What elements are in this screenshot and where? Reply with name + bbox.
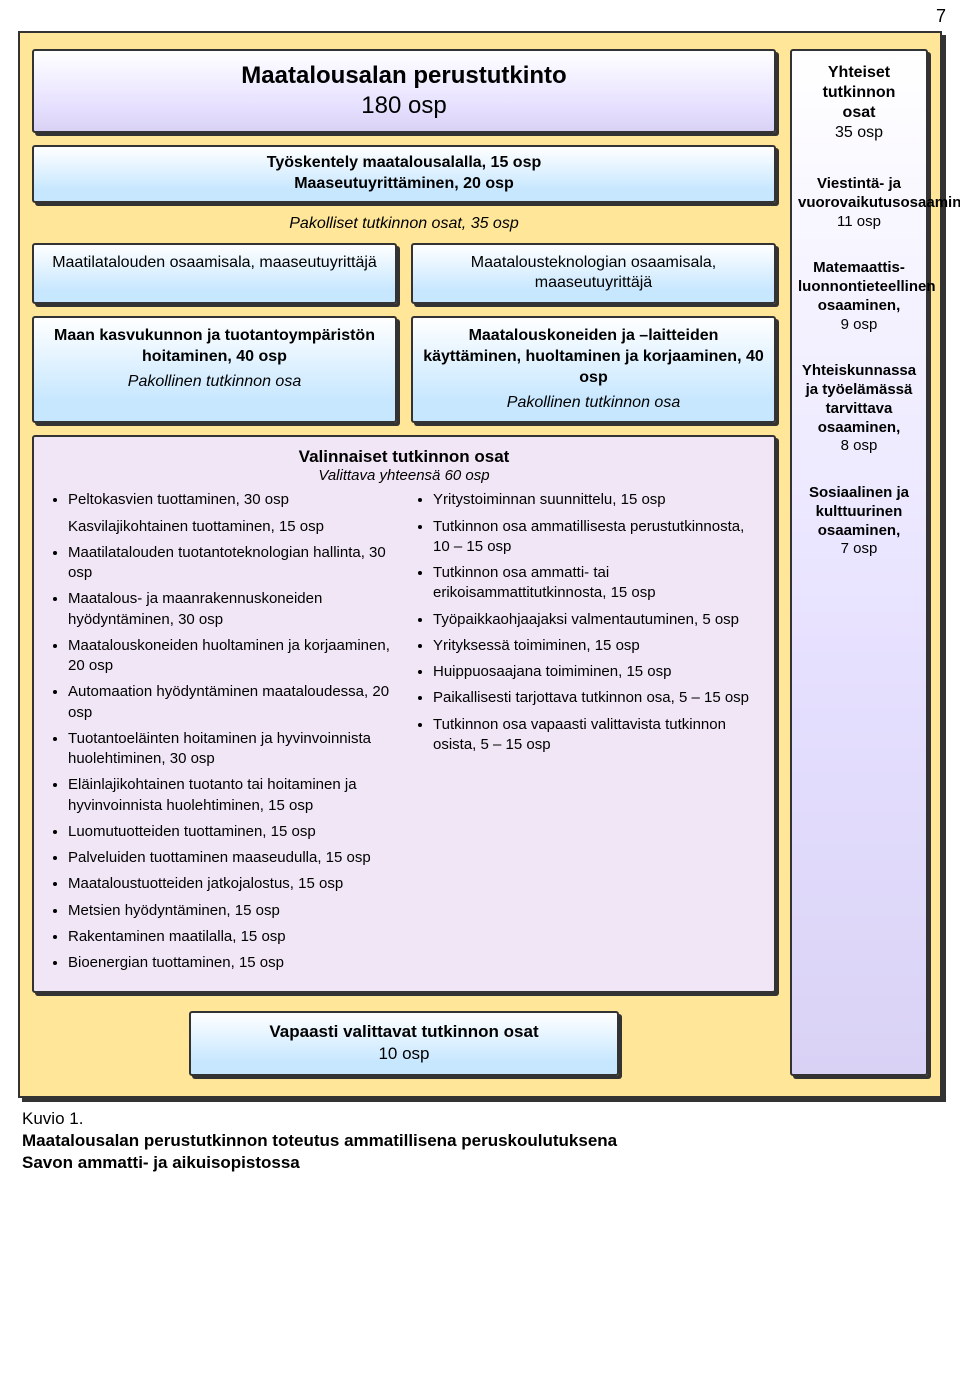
optional-item: Metsien hyödyntäminen, 15 osp xyxy=(68,901,395,921)
sidebar-item: Viestintä- ja vuorovaikutusosaaminen,11 … xyxy=(798,175,920,231)
optional-item: Luomutuotteiden tuottaminen, 15 osp xyxy=(68,822,395,842)
optional-item: Yrityksessä toimiminen, 15 osp xyxy=(433,636,760,656)
free-choice-box: Vapaasti valittavat tutkinnon osat 10 os… xyxy=(189,1011,619,1075)
common-studies-box: Työskentely maatalousalalla, 15 osp Maas… xyxy=(32,145,776,203)
module-left-sub: Pakollinen tutkinnon osa xyxy=(40,372,389,393)
branch-left: Maatilatalouden osaamisala, maaseutuyrit… xyxy=(32,243,397,305)
optional-item: Kasvilajikohtainen tuottaminen, 15 osp xyxy=(48,517,395,537)
optional-item: Tutkinnon osa vapaasti valittavista tutk… xyxy=(433,715,760,756)
optional-list-left: Peltokasvien tuottaminen, 30 osp Kasvilaj… xyxy=(48,490,395,979)
figure-caption: Kuvio 1. Maatalousalan perustutkinnon to… xyxy=(22,1108,960,1174)
optional-item: Tutkinnon osa ammatillisesta perustutkin… xyxy=(433,517,760,558)
optional-item: Tutkinnon osa ammatti- tai erikoisammatt… xyxy=(433,563,760,604)
degree-credits: 180 osp xyxy=(46,91,762,121)
optional-sub: Valittava yhteensä 60 osp xyxy=(48,467,760,484)
module-right-title: Maatalouskoneiden ja –laitteiden käyttäm… xyxy=(423,327,764,386)
degree-title: Maatalousalan perustutkinto xyxy=(46,61,762,91)
caption-line2: Maatalousalan perustutkinnon toteutus am… xyxy=(22,1131,617,1150)
module-left: Maan kasvukunnon ja tuotantoympäristön h… xyxy=(32,316,397,423)
mandatory-label: Pakolliset tutkinnon osat, 35 osp xyxy=(32,215,776,233)
common-study-1: Työskentely maatalousalalla, 15 osp xyxy=(40,153,768,174)
optional-box: Valinnaiset tutkinnon osat Valittava yht… xyxy=(32,435,776,993)
sidebar-head-3: osat xyxy=(798,103,920,123)
optional-item: Maataloustuotteiden jatkojalostus, 15 os… xyxy=(68,874,395,894)
optional-item: Yritystoiminnan suunnittelu, 15 osp xyxy=(433,490,760,510)
optional-item: Automaation hyödyntäminen maataloudessa,… xyxy=(68,682,395,723)
optional-item: Maatilatalouden tuotantoteknologian hall… xyxy=(68,543,395,584)
sidebar-item: Sosiaalinen ja kulttuurinen osaaminen,7 … xyxy=(798,484,920,559)
sidebar-item: Yhteiskunnassa ja työelämässä tarvittava… xyxy=(798,362,920,456)
caption-kuvio: Kuvio 1. xyxy=(22,1109,83,1128)
page-number: 7 xyxy=(0,0,960,27)
optional-item: Bioenergian tuottaminen, 15 osp xyxy=(68,953,395,973)
free-choice-title: Vapaasti valittavat tutkinnon osat xyxy=(197,1021,611,1043)
module-right: Maatalouskoneiden ja –laitteiden käyttäm… xyxy=(411,316,776,423)
sidebar-item: Matemaattis-luonnontieteellinen osaamine… xyxy=(798,259,920,334)
optional-item: Työpaikkaohjaajaksi valmentautuminen, 5 … xyxy=(433,610,760,630)
branch-right: Maatalousteknologian osaamisala, maaseut… xyxy=(411,243,776,305)
optional-item: Maatalouskoneiden huoltaminen ja korjaam… xyxy=(68,636,395,677)
optional-item: Tuotantoeläinten hoitaminen ja hyvinvoin… xyxy=(68,729,395,770)
sidebar: Yhteiset tutkinnon osat 35 osp Viestintä… xyxy=(790,49,928,1076)
optional-item: Paikallisesti tarjottava tutkinnon osa, … xyxy=(433,688,760,708)
optional-item: Peltokasvien tuottaminen, 30 osp xyxy=(68,490,395,510)
module-left-title: Maan kasvukunnon ja tuotantoympäristön h… xyxy=(54,327,375,365)
sidebar-head-1: Yhteiset xyxy=(798,63,920,83)
free-choice-sub: 10 osp xyxy=(197,1043,611,1065)
caption-line3: Savon ammatti- ja aikuisopistossa xyxy=(22,1153,300,1172)
sidebar-head: Yhteiset tutkinnon osat 35 osp xyxy=(798,63,920,143)
degree-title-box: Maatalousalan perustutkinto 180 osp xyxy=(32,49,776,133)
optional-item: Maatalous- ja maanrakennuskoneiden hyödy… xyxy=(68,589,395,630)
sidebar-head-2: tutkinnon xyxy=(798,83,920,103)
optional-item: Huippuosaajana toimiminen, 15 osp xyxy=(433,662,760,682)
module-right-sub: Pakollinen tutkinnon osa xyxy=(419,393,768,414)
common-study-2: Maaseutuyrittäminen, 20 osp xyxy=(40,174,768,195)
optional-item: Rakentaminen maatilalla, 15 osp xyxy=(68,927,395,947)
diagram-container: Maatalousalan perustutkinto 180 osp Työs… xyxy=(18,31,942,1098)
optional-heading: Valinnaiset tutkinnon osat xyxy=(48,447,760,467)
optional-item: Palveluiden tuottaminen maaseudulla, 15 … xyxy=(68,848,395,868)
optional-list-right: Yritystoiminnan suunnittelu, 15 osp Tutki… xyxy=(413,490,760,979)
sidebar-head-4: 35 osp xyxy=(798,123,920,143)
optional-item: Eläinlajikohtainen tuotanto tai hoitamin… xyxy=(68,775,395,816)
